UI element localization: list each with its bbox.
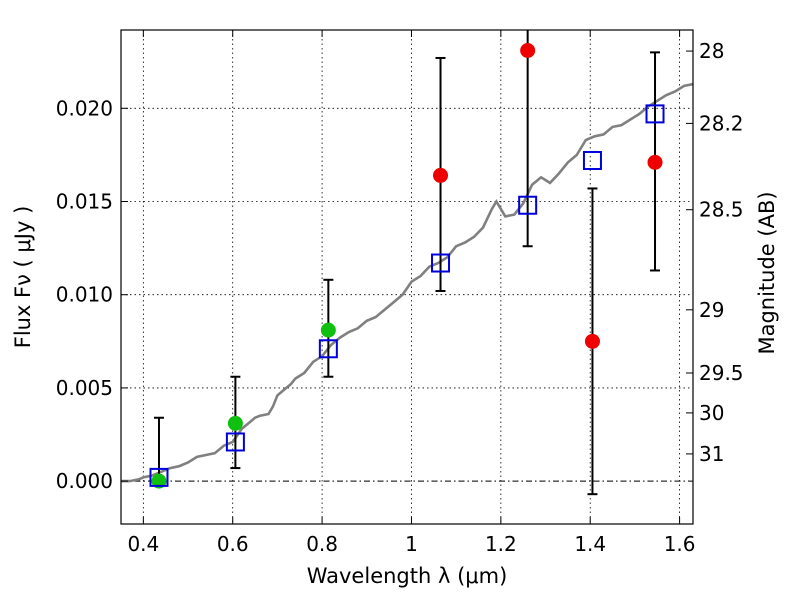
data-markers (149, 43, 665, 489)
right-tick-label: 31 (699, 442, 724, 466)
x-tick-label: 1.4 (574, 532, 606, 556)
data-point-circle (647, 154, 663, 170)
x-tick-label: 0.8 (306, 532, 338, 556)
y-tick-label: 0.010 (56, 283, 113, 307)
model-point-square (645, 104, 665, 124)
right-tick-label: 28.2 (699, 111, 744, 135)
right-axis-label: Magnitude (AB) (755, 191, 779, 354)
data-point-circle (584, 333, 600, 349)
y-tick-label: 0.005 (56, 376, 113, 400)
x-tick-label: 0.6 (217, 532, 249, 556)
axes-box (120, 29, 694, 525)
y-axis-ticks: 0.000 0.005 0.010 0.015 0.020 (56, 96, 128, 493)
x-tick-label: 1 (405, 532, 418, 556)
y-tick-label: 0.020 (56, 96, 113, 120)
right-tick-label: 29.5 (699, 361, 744, 385)
right-tick-label: 28.5 (699, 198, 744, 222)
data-point-circle (227, 415, 243, 431)
model-point-square (518, 195, 538, 215)
model-point-square (431, 253, 451, 273)
grid-lines (121, 30, 693, 524)
right-axis-ticks: 28 28.2 28.5 29 29.5 30 31 (686, 39, 744, 466)
right-tick-label: 28 (699, 39, 724, 63)
data-point-circle (320, 322, 336, 338)
x-axis-ticks: 0.4 0.6 0.8 1 1.2 1.4 1.6 (127, 30, 696, 556)
x-tick-label: 1.2 (485, 532, 517, 556)
model-spectrum-line (121, 82, 694, 483)
error-bars (153, 30, 661, 496)
model-point-square (225, 432, 245, 452)
plot-frame (120, 29, 694, 525)
data-point-circle (433, 167, 449, 183)
data-point-circle (151, 473, 167, 489)
y-tick-label: 0.015 (56, 190, 113, 214)
model-point-square (318, 339, 338, 359)
x-axis-label: Wavelength λ (μm) (307, 564, 508, 588)
model-point-square (582, 150, 602, 170)
x-tick-label: 0.4 (127, 532, 159, 556)
data-point-circle (520, 43, 536, 59)
y-tick-label: 0.000 (56, 469, 113, 493)
right-tick-label: 29 (699, 298, 724, 322)
y-axis-label: Flux Fν ( μJy ) (11, 206, 35, 349)
x-tick-label: 1.6 (664, 532, 696, 556)
model-point-square (149, 467, 169, 487)
right-tick-label: 30 (699, 401, 724, 425)
